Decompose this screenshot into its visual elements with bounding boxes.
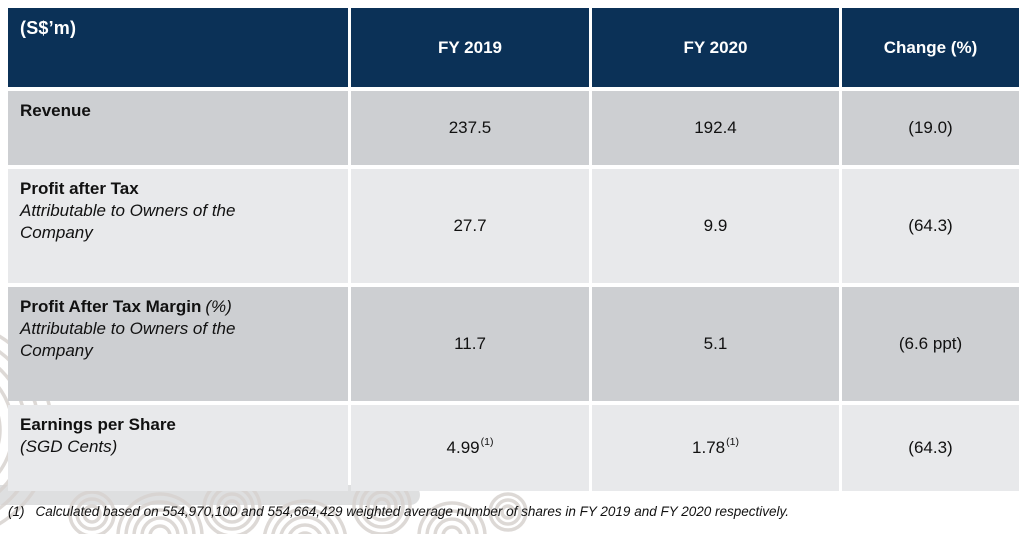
row-subtitle: (SGD Cents) bbox=[20, 437, 118, 457]
row-subtitle: Attributable to Owners of the Company bbox=[20, 201, 236, 243]
row-eps-label: Earnings per Share (SGD Cents) bbox=[8, 405, 348, 491]
cell-value: 1.78 bbox=[692, 438, 726, 457]
footnote-ref: (1) bbox=[726, 436, 739, 448]
cell-value: (64.3) bbox=[908, 216, 953, 235]
row-profit-after-tax-fy2019: 27.7 bbox=[351, 169, 589, 283]
footnote-text: Calculated based on 554,970,100 and 554,… bbox=[35, 504, 790, 519]
cell-value: 11.7 bbox=[454, 334, 486, 353]
row-title: Revenue bbox=[20, 101, 91, 120]
row-profit-after-tax-change: (64.3) bbox=[842, 169, 1019, 283]
row-revenue-fy2019: 237.5 bbox=[351, 91, 589, 165]
footnote: (1) Calculated based on 554,970,100 and … bbox=[8, 504, 789, 519]
table-header-unit: (S$’m) bbox=[8, 8, 348, 87]
cell-value: (64.3) bbox=[908, 438, 953, 457]
cell-value: (19.0) bbox=[908, 118, 953, 137]
cell-value: 192.4 bbox=[694, 118, 737, 137]
column-label: Change (%) bbox=[883, 37, 978, 57]
row-pat-margin-label: Profit After Tax Margin (%) Attributable … bbox=[8, 287, 348, 401]
cell-value: 5.1 bbox=[703, 334, 728, 353]
cell-value: 9.9 bbox=[703, 216, 728, 235]
row-profit-after-tax-label: Profit after Tax Attributable to Owners … bbox=[8, 169, 348, 283]
table-header-fy2020: FY 2020 bbox=[592, 8, 839, 87]
financial-results-table: (S$’m) FY 2019 FY 2020 Change (%) Revenu… bbox=[8, 8, 1019, 491]
row-subtitle: Attributable to Owners of the Company bbox=[20, 319, 236, 361]
table-header-fy2019: FY 2019 bbox=[351, 8, 589, 87]
row-pat-margin-fy2019: 11.7 bbox=[351, 287, 589, 401]
column-label: FY 2019 bbox=[438, 37, 502, 57]
row-revenue-fy2020: 192.4 bbox=[592, 91, 839, 165]
cell-value: 237.5 bbox=[448, 118, 492, 137]
row-pat-margin-change: (6.6 ppt) bbox=[842, 287, 1019, 401]
row-eps-fy2020: 1.78 (1) bbox=[592, 405, 839, 491]
row-title: Earnings per Share bbox=[20, 415, 176, 434]
footnote-marker: (1) bbox=[8, 504, 25, 519]
cell-value: (6.6 ppt) bbox=[898, 334, 963, 353]
row-title-suffix: (%) bbox=[205, 297, 232, 316]
row-profit-after-tax-fy2020: 9.9 bbox=[592, 169, 839, 283]
row-eps-fy2019: 4.99 (1) bbox=[351, 405, 589, 491]
column-label: FY 2020 bbox=[683, 37, 748, 57]
footnote-ref: (1) bbox=[480, 436, 494, 448]
row-title: Profit After Tax Margin bbox=[20, 297, 202, 316]
unit-label: (S$’m) bbox=[20, 18, 77, 38]
cell-value: 27.7 bbox=[453, 216, 487, 235]
row-revenue-change: (19.0) bbox=[842, 91, 1019, 165]
table-header-change: Change (%) bbox=[842, 8, 1019, 87]
row-eps-change: (64.3) bbox=[842, 405, 1019, 491]
cell-value: 4.99 bbox=[446, 438, 480, 457]
row-title: Profit after Tax bbox=[20, 179, 139, 198]
row-pat-margin-fy2020: 5.1 bbox=[592, 287, 839, 401]
row-revenue-label: Revenue bbox=[8, 91, 348, 165]
